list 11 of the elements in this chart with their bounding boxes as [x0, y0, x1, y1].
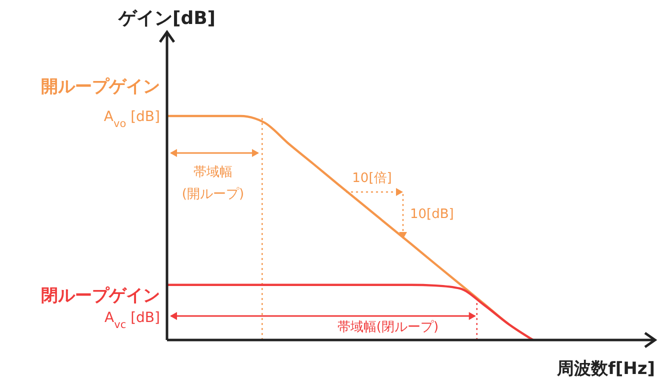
text: A$_{vc}$[dB] — [104, 310, 160, 331]
y-axis-title: ゲイン[dB] — [117, 8, 216, 29]
annotation: 10[倍] — [352, 171, 392, 186]
text: A$_{vo}$[dB] — [104, 109, 160, 130]
annotation: (開ループ) — [182, 187, 244, 202]
annotation: 10[dB] — [410, 207, 454, 222]
annotation: 帯域幅(閉ループ) — [337, 320, 439, 335]
annotation: 帯域幅 — [194, 165, 232, 180]
text: 閉ループゲイン — [41, 286, 160, 306]
x-axis-title: 周波数f[Hz] — [556, 359, 655, 379]
text: 開ループゲイン — [41, 77, 160, 97]
